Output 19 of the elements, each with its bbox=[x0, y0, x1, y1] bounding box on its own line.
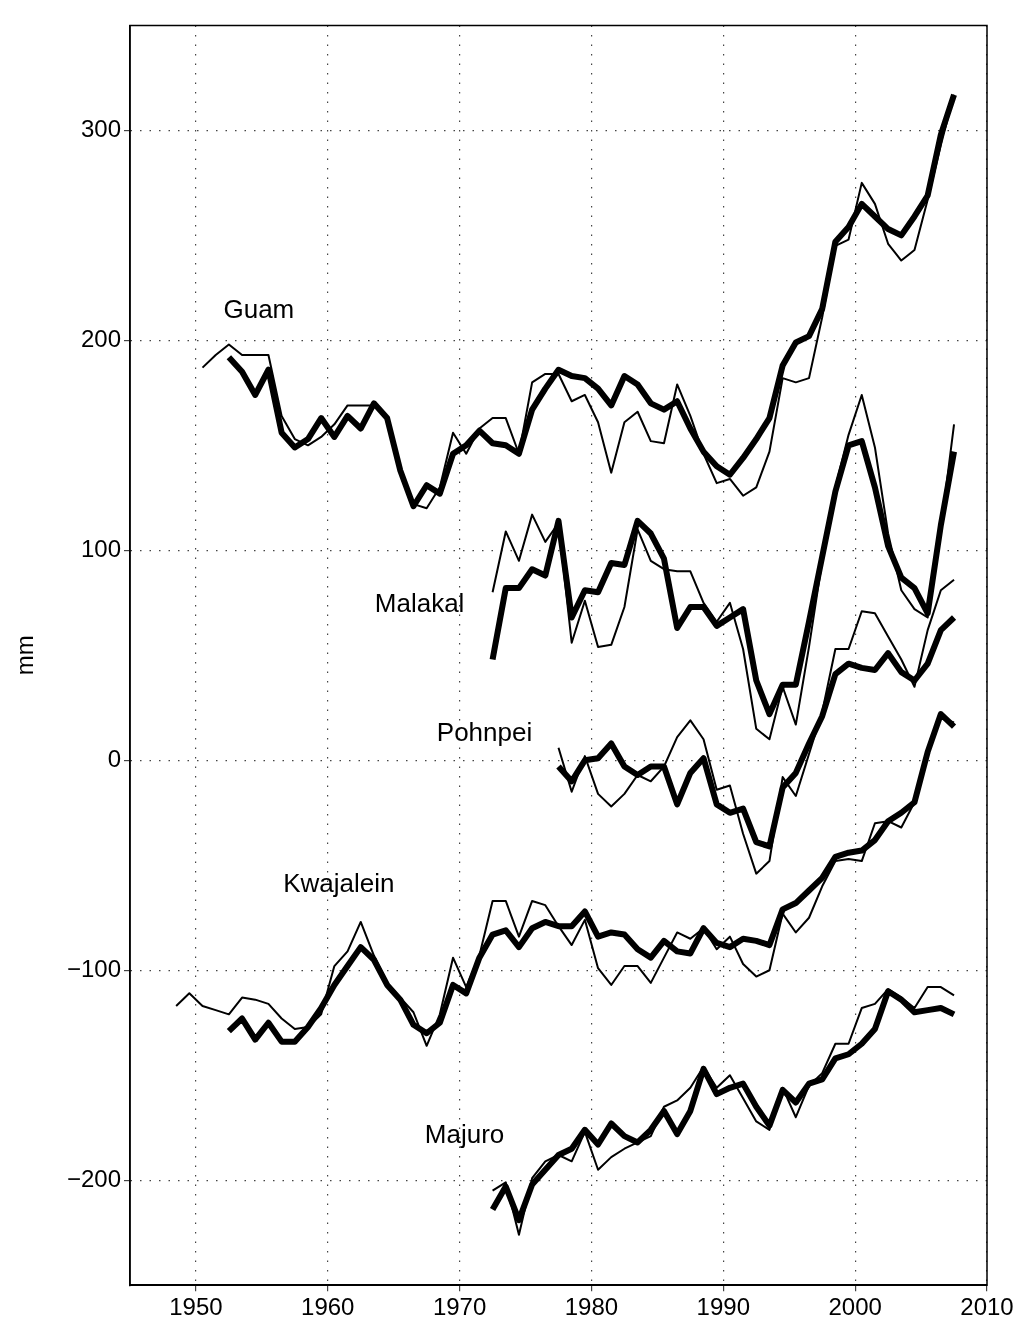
x-tick-label: 1990 bbox=[696, 1293, 750, 1321]
x-tick-label: 1980 bbox=[564, 1293, 619, 1321]
series-label: Malakal bbox=[374, 587, 465, 618]
x-tick-label: 2010 bbox=[960, 1293, 1014, 1321]
series-label: Majuro bbox=[424, 1118, 505, 1149]
y-tick-label: 300 bbox=[80, 115, 121, 143]
series-label: Guam bbox=[223, 294, 295, 325]
y-tick-label: −200 bbox=[66, 1164, 121, 1192]
series-label: Pohnpei bbox=[436, 716, 533, 747]
text: Kwajalein bbox=[283, 868, 395, 899]
y-tick-label: 100 bbox=[80, 534, 121, 562]
x-tick-label: 1970 bbox=[432, 1293, 487, 1321]
x-tick-label: 2000 bbox=[828, 1293, 882, 1321]
y-tick-label: 200 bbox=[80, 324, 121, 352]
x-tick-label: 1950 bbox=[169, 1293, 223, 1321]
y-tick-label: 0 bbox=[107, 744, 121, 772]
x-tick-label: 1960 bbox=[301, 1293, 355, 1321]
y-axis-title: mm bbox=[11, 635, 39, 676]
y-tick-label: −100 bbox=[66, 954, 121, 982]
